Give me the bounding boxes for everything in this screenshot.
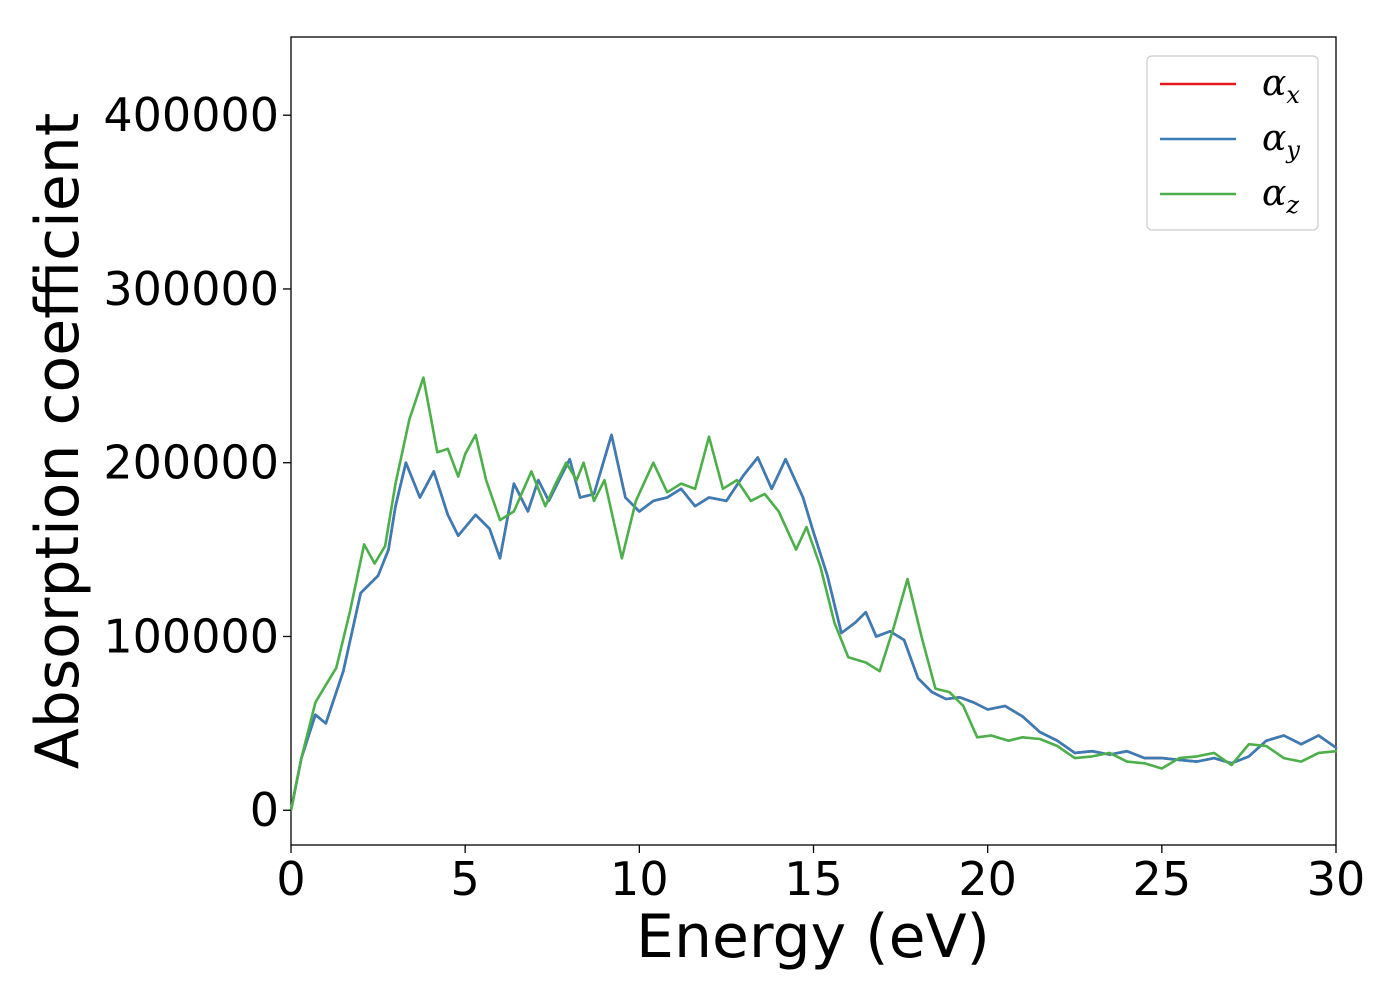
y-tick-label: 400000 bbox=[103, 88, 279, 142]
y-tick-label: 300000 bbox=[103, 262, 279, 316]
x-tick-label: 30 bbox=[1307, 852, 1366, 906]
x-tick-label: 5 bbox=[451, 852, 480, 906]
y-axis-ticks: 0 100000 200000 300000 400000 bbox=[103, 88, 291, 837]
legend-label-x: αx bbox=[1262, 63, 1300, 109]
y-tick-label: 0 bbox=[250, 783, 279, 837]
x-tick-label: 0 bbox=[276, 852, 305, 906]
series-line-y bbox=[289, 433, 1338, 812]
y-axis-label: Absorption coefficient bbox=[23, 113, 93, 770]
x-tick-label: 10 bbox=[610, 852, 669, 906]
x-axis-ticks: 0 5 10 15 20 25 30 bbox=[276, 845, 1365, 906]
y-tick-label: 100000 bbox=[103, 609, 279, 663]
legend: αx αy αz bbox=[1146, 55, 1319, 231]
legend-label-z: αz bbox=[1262, 173, 1299, 219]
series-line-z bbox=[289, 376, 1338, 812]
x-tick-label: 25 bbox=[1133, 852, 1192, 906]
x-tick-label: 15 bbox=[784, 852, 843, 906]
x-axis-label: Energy (eV) bbox=[636, 902, 990, 972]
y-tick-label: 200000 bbox=[103, 436, 279, 490]
legend-frame bbox=[1146, 55, 1319, 231]
legend-label-y: αy bbox=[1262, 118, 1300, 164]
x-tick-label: 20 bbox=[958, 852, 1017, 906]
series-layer bbox=[289, 376, 1338, 812]
